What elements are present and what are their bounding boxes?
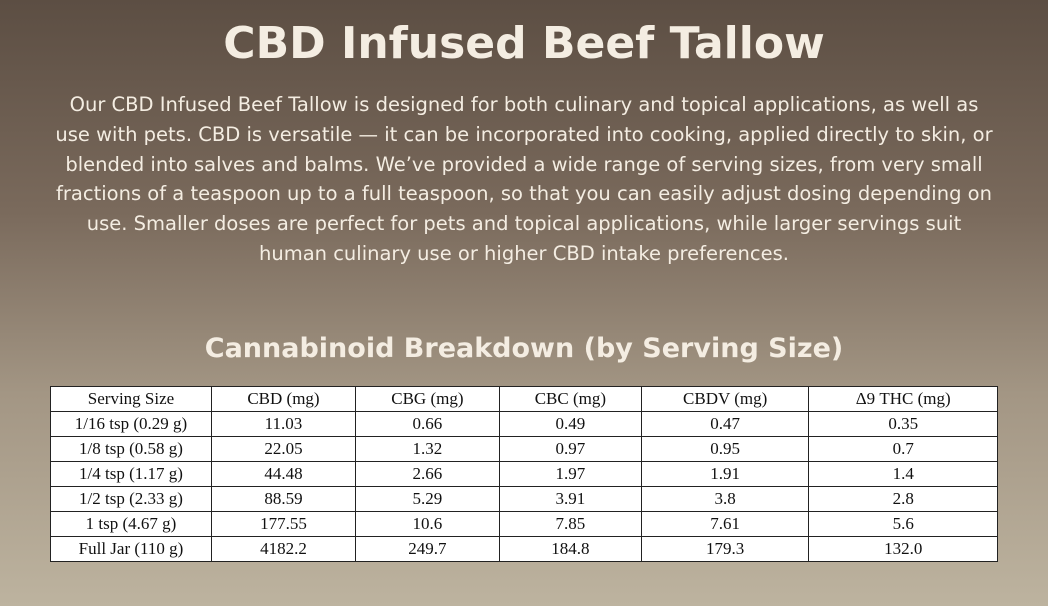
table-cell: 0.97 xyxy=(498,436,642,462)
table-title: Cannabinoid Breakdown (by Serving Size) xyxy=(204,333,844,364)
table-cell: 7.85 xyxy=(498,511,642,537)
table-body: 1/16 tsp (0.29 g) 11.03 0.66 0.49 0.47 0.35 1/… xyxy=(50,411,998,562)
description: Our CBD Infused Beef Tallow is designed … xyxy=(55,93,993,265)
table-cell: 1/16 tsp (0.29 g) xyxy=(50,411,212,437)
table-cell: 1/4 tsp (1.17 g) xyxy=(50,461,212,487)
table-row: 1 tsp (4.67 g) 177.55 10.6 7.85 7.61 5.6 xyxy=(50,511,998,537)
table-cell: 1.4 xyxy=(808,461,998,487)
column-header: CBC (mg) xyxy=(498,386,642,412)
table-cell: 0.7 xyxy=(808,436,998,462)
table-head: Serving Size CBD (mg) CBG (mg) CBC (mg) CBDV… xyxy=(50,386,998,412)
column-header: Serving Size xyxy=(50,386,212,412)
table-cell: 2.66 xyxy=(354,461,500,487)
table-cell: 0.35 xyxy=(808,411,998,437)
table-cell: 11.03 xyxy=(211,411,356,437)
table-cell: 1/2 tsp (2.33 g) xyxy=(50,486,212,512)
column-header: CBD (mg) xyxy=(211,386,356,412)
table-cell: 2.8 xyxy=(808,486,998,512)
table-cell: 88.59 xyxy=(211,486,356,512)
table-cell: 184.8 xyxy=(498,536,642,562)
table-row: 1/4 tsp (1.17 g) 44.48 2.66 1.97 1.91 1.4 xyxy=(50,461,998,487)
table-cell: 179.3 xyxy=(640,536,810,562)
table-row: 1/8 tsp (0.58 g) 22.05 1.32 0.97 0.95 0.7 xyxy=(50,436,998,462)
table-cell: 1.91 xyxy=(640,461,810,487)
table-cell: 0.47 xyxy=(640,411,810,437)
table-cell: 44.48 xyxy=(211,461,356,487)
table-cell: 5.6 xyxy=(808,511,998,537)
table-cell: 0.66 xyxy=(354,411,500,437)
header-row: Serving Size CBD (mg) CBG (mg) CBC (mg) CBDV… xyxy=(50,386,998,412)
column-header: CBG (mg) xyxy=(354,386,500,412)
table-cell: 3.8 xyxy=(640,486,810,512)
table-cell: 0.95 xyxy=(640,436,810,462)
table-cell: 4182.2 xyxy=(211,536,356,562)
table-row: 1/16 tsp (0.29 g) 11.03 0.66 0.49 0.47 0.35 xyxy=(50,411,998,437)
table-cell: 7.61 xyxy=(640,511,810,537)
table-cell: 249.7 xyxy=(354,536,500,562)
table: Serving Size CBD (mg) CBG (mg) CBC (mg) CBDV… xyxy=(50,386,998,562)
table-cell: 1/8 tsp (0.58 g) xyxy=(50,436,212,462)
table-cell: 10.6 xyxy=(354,511,500,537)
table-cell: 1.97 xyxy=(498,461,642,487)
table-cell: 22.05 xyxy=(211,436,356,462)
table-cell: 0.49 xyxy=(498,411,642,437)
table-cell: 177.55 xyxy=(211,511,356,537)
table-cell: 5.29 xyxy=(354,486,500,512)
table-cell: 3.91 xyxy=(498,486,642,512)
table-cell: 1 tsp (4.67 g) xyxy=(50,511,212,537)
title: CBD Infused Beef Tallow xyxy=(223,18,825,69)
table-cell: Full Jar (110 g) xyxy=(50,536,212,562)
table-cell: 132.0 xyxy=(808,536,998,562)
table-row: Full Jar (110 g) 4182.2 249.7 184.8 179.3 132… xyxy=(50,536,998,562)
table-row: 1/2 tsp (2.33 g) 88.59 5.29 3.91 3.8 2.8 xyxy=(50,486,998,512)
table-cell: 1.32 xyxy=(354,436,500,462)
column-header: CBDV (mg) xyxy=(640,386,810,412)
column-header: Δ9 THC (mg) xyxy=(808,386,998,412)
